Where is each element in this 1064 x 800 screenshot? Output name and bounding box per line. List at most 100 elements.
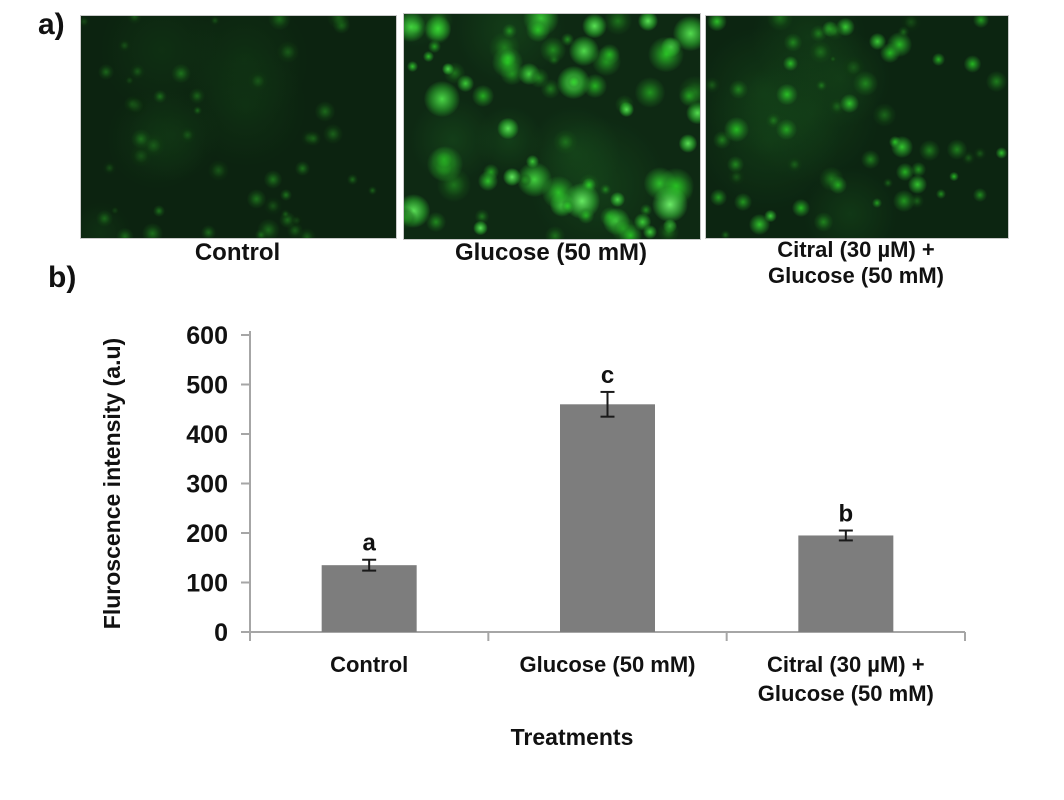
cell-glow	[639, 204, 652, 217]
y-tick-label: 100	[186, 570, 228, 598]
cell-glow	[564, 182, 600, 219]
cell-glow	[819, 166, 844, 191]
cell-glow	[821, 20, 839, 37]
cell-glow	[428, 40, 442, 54]
background-haze	[706, 26, 828, 157]
bar	[798, 535, 894, 632]
y-tick-label: 500	[186, 372, 228, 400]
cell-glow	[783, 56, 798, 72]
cell-glow	[301, 130, 318, 146]
cell-glow	[424, 80, 461, 117]
cell-glow	[179, 127, 196, 144]
cell-glow	[526, 17, 551, 42]
cell-glow	[657, 167, 694, 204]
cell-glow	[549, 192, 575, 217]
cell-glow	[901, 16, 922, 33]
cell-glow	[246, 188, 267, 209]
cell-glow	[724, 116, 749, 142]
cell-glow	[116, 227, 134, 238]
cell-glow	[404, 194, 431, 228]
cell-glow	[306, 131, 321, 146]
bar	[560, 404, 655, 632]
y-tick-label: 200	[186, 520, 228, 548]
y-tick-label: 600	[186, 322, 228, 350]
cell-glow	[836, 17, 855, 37]
cell-glow	[907, 175, 927, 195]
cell-glow	[634, 77, 666, 108]
cell-glow	[813, 212, 834, 232]
cell-glow	[541, 175, 576, 209]
y-tick-label: 300	[186, 471, 228, 499]
cell-glow	[422, 51, 434, 63]
cell-glow	[473, 220, 488, 236]
cell-glow	[662, 219, 678, 234]
cell-glow	[200, 224, 216, 238]
background-haze	[183, 44, 307, 168]
cell-glow	[662, 176, 694, 207]
cell-glow	[426, 146, 463, 183]
cell-glow	[748, 213, 771, 236]
cell-glow	[887, 32, 912, 57]
cell-glow	[430, 154, 457, 182]
cell-glow	[497, 117, 520, 140]
cell-glow	[444, 62, 466, 84]
cell-glow	[861, 150, 880, 169]
cell-glow	[890, 135, 914, 158]
cell-glow	[873, 103, 897, 127]
cell-glow	[404, 206, 418, 229]
cell-glow	[713, 130, 731, 149]
cell-glow	[644, 167, 677, 200]
cell-glow	[673, 15, 700, 51]
cell-glow	[280, 209, 291, 219]
cell-glow	[553, 129, 578, 155]
cell-glow	[972, 16, 990, 28]
cell-glow	[118, 39, 132, 53]
cell-glow	[946, 139, 968, 160]
x-category-label: Citral (30 µM) + Glucose (50 mM)	[758, 652, 934, 706]
cell-glow	[776, 119, 797, 140]
cell-glow	[294, 161, 311, 177]
cell-glow	[346, 173, 358, 185]
cell-glow	[734, 193, 753, 212]
cell-glow	[81, 16, 91, 28]
cell-glow	[610, 191, 626, 208]
cell-glow	[523, 14, 559, 37]
cell-glow	[872, 197, 883, 209]
background-haze	[99, 16, 226, 114]
cell-glow	[619, 224, 642, 239]
cell-glow	[610, 216, 636, 239]
cell-glow	[327, 16, 351, 29]
cell-glow	[973, 147, 986, 160]
cell-glow	[604, 14, 632, 35]
cell-glow	[208, 160, 230, 182]
cell-glow	[986, 71, 1008, 93]
cell-glow	[638, 14, 659, 32]
cell-glow	[643, 224, 658, 239]
background-haze	[474, 105, 543, 174]
cell-glow	[248, 70, 269, 92]
cell-glow	[600, 207, 621, 228]
cell-glow	[678, 133, 698, 153]
cell-glow	[290, 214, 304, 228]
cell-glow	[298, 228, 316, 238]
cell-glow	[809, 40, 832, 63]
cell-glow	[810, 25, 828, 43]
cell-glow	[726, 155, 745, 174]
fluorescence-micrograph-citral-glucose	[705, 15, 1009, 239]
background-haze	[410, 97, 497, 184]
cell-glow	[764, 209, 778, 223]
cell-glow	[766, 112, 782, 128]
cell-glow	[592, 46, 622, 77]
background-haze	[706, 67, 840, 211]
cell-glow	[517, 173, 532, 188]
cell-glow	[678, 75, 700, 109]
cell-glow	[409, 21, 423, 35]
cell-glow	[142, 134, 165, 157]
cell-glow	[935, 188, 947, 199]
cell-glow	[544, 226, 566, 239]
significance-letter: a	[362, 530, 376, 557]
cell-glow	[882, 177, 893, 188]
cell-glow	[276, 40, 300, 64]
cell-glow	[657, 221, 680, 239]
